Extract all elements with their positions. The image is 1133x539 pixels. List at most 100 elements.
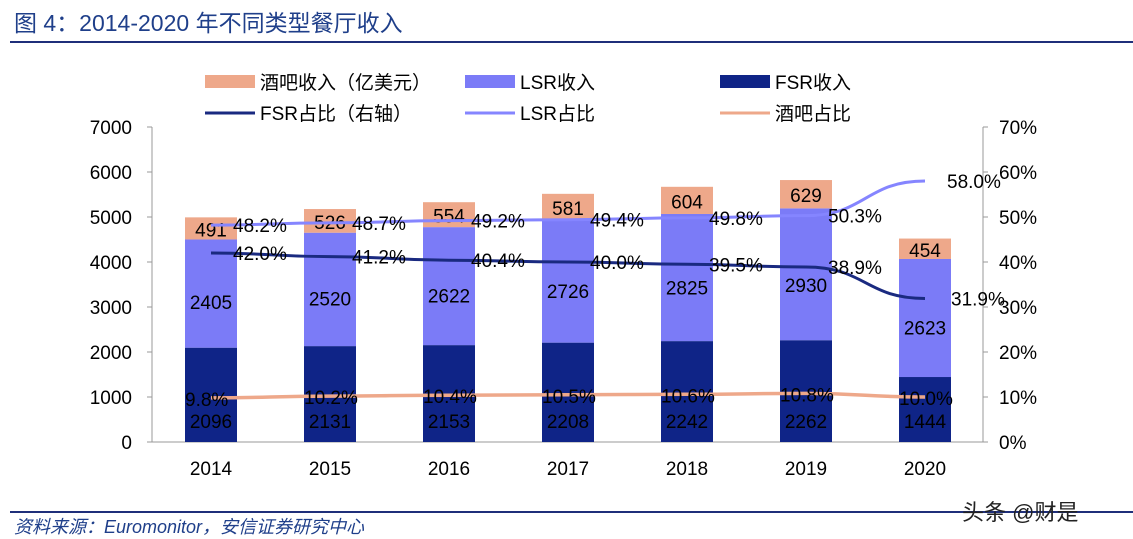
line-label: 9.8% bbox=[185, 390, 228, 411]
bar-label: 2520 bbox=[309, 289, 351, 310]
bar-label: 2930 bbox=[785, 276, 827, 297]
bar-lsr bbox=[661, 213, 713, 342]
bar-fsr bbox=[661, 341, 713, 442]
bar-label: 2405 bbox=[190, 293, 232, 314]
legend-label: FSR收入 bbox=[775, 72, 851, 94]
bar-pub bbox=[304, 209, 356, 233]
line-label: 50.3% bbox=[828, 207, 882, 228]
y2-tick-label: 70% bbox=[999, 118, 1037, 139]
bar-pub bbox=[542, 193, 594, 220]
bar-pub bbox=[185, 217, 237, 240]
bar-fsr bbox=[304, 346, 356, 442]
bar-label: 581 bbox=[552, 199, 584, 220]
x-tick-label: 2018 bbox=[666, 459, 708, 480]
y2-tick-label: 40% bbox=[999, 253, 1037, 274]
bar-label: 491 bbox=[195, 220, 227, 241]
line-label: 48.2% bbox=[233, 216, 287, 237]
x-tick-label: 2019 bbox=[785, 459, 827, 480]
y-tick-label: 6000 bbox=[90, 163, 132, 184]
line-label: 10.2% bbox=[304, 388, 358, 409]
line-label: 40.4% bbox=[471, 251, 525, 272]
bar-pub bbox=[780, 180, 832, 209]
bar-fsr bbox=[780, 340, 832, 442]
page-title: 图 4：2014-2020 年不同类型餐厅收入 bbox=[14, 10, 403, 36]
bar-pub bbox=[899, 238, 951, 259]
x-tick-label: 2017 bbox=[547, 459, 589, 480]
bar-label: 2153 bbox=[428, 412, 470, 433]
legend-swatch bbox=[465, 75, 515, 88]
line-label: 10.6% bbox=[661, 386, 715, 407]
line-label: 39.5% bbox=[709, 255, 763, 276]
y2-tick-label: 60% bbox=[999, 163, 1037, 184]
y2-tick-label: 50% bbox=[999, 208, 1037, 229]
line-lsr bbox=[210, 179, 926, 227]
x-tick-label: 2020 bbox=[904, 459, 946, 480]
line-label: 49.8% bbox=[709, 209, 763, 230]
legend-label: LSR占比 bbox=[520, 103, 595, 125]
source-note: 资料来源：Euromonitor，安信证券研究中心 bbox=[14, 517, 365, 537]
line-label: 41.2% bbox=[352, 248, 406, 269]
bar-lsr bbox=[899, 258, 951, 378]
bar-label: 1444 bbox=[904, 412, 947, 433]
bar-label: 2262 bbox=[785, 412, 827, 433]
line-label: 38.9% bbox=[828, 258, 882, 279]
bar-label: 629 bbox=[790, 186, 822, 207]
y-tick-label: 1000 bbox=[90, 388, 132, 409]
bar-label: 554 bbox=[433, 207, 465, 228]
line-label: 10.5% bbox=[542, 387, 596, 408]
line-label: 10.4% bbox=[423, 387, 477, 408]
line-pub bbox=[210, 391, 926, 400]
bar-label: 2208 bbox=[547, 412, 589, 433]
bar-label: 604 bbox=[671, 192, 703, 213]
bar-lsr bbox=[185, 239, 237, 348]
y-tick-label: 3000 bbox=[90, 298, 132, 319]
y2-tick-label: 0% bbox=[999, 433, 1027, 454]
bar-label: 2623 bbox=[904, 318, 946, 339]
y-tick-label: 4000 bbox=[90, 253, 132, 274]
y-tick-label: 5000 bbox=[90, 208, 132, 229]
legend: 酒吧收入（亿美元） LSR收入 FSR收入 FSR占比（右轴） LSR占比 酒吧占比 bbox=[205, 72, 851, 125]
bar-fsr bbox=[899, 377, 951, 442]
watermark: 头条 @财是 bbox=[962, 500, 1078, 525]
x-tick-label: 2014 bbox=[190, 459, 233, 480]
bar-fsr bbox=[185, 347, 237, 442]
bar-lsr bbox=[780, 208, 832, 341]
y-tick-label: 2000 bbox=[90, 343, 132, 364]
line-label: 48.7% bbox=[352, 214, 406, 235]
legend-label: LSR收入 bbox=[520, 72, 595, 94]
line-label: 42.0% bbox=[233, 244, 287, 265]
legend-label: 酒吧收入（亿美元） bbox=[260, 72, 431, 94]
bar-label: 2726 bbox=[547, 282, 589, 303]
bar-label: 2622 bbox=[428, 287, 470, 308]
bar-lsr bbox=[542, 219, 594, 343]
bar-label: 2096 bbox=[190, 412, 232, 433]
y2-tick-label: 10% bbox=[999, 388, 1037, 409]
legend-label: 酒吧占比 bbox=[775, 103, 851, 125]
line-label: 31.9% bbox=[951, 289, 1005, 310]
legend-swatch bbox=[720, 75, 770, 88]
y-tick-label: 0 bbox=[121, 433, 132, 454]
x-tick-label: 2015 bbox=[309, 459, 351, 480]
line-label: 10.8% bbox=[780, 385, 834, 406]
bar-label: 2131 bbox=[309, 412, 351, 433]
y-tick-label: 7000 bbox=[90, 118, 132, 139]
x-tick-label: 2016 bbox=[428, 459, 470, 480]
line-label: 49.4% bbox=[590, 211, 644, 232]
bar-label: 454 bbox=[909, 241, 941, 262]
bar-lsr bbox=[304, 232, 356, 347]
bar-pub bbox=[661, 186, 713, 214]
bar-pub bbox=[423, 202, 475, 228]
bar-label: 2242 bbox=[666, 412, 708, 433]
line-label: 58.0% bbox=[947, 172, 1001, 193]
line-label: 10.0% bbox=[899, 389, 953, 410]
y2-tick-label: 30% bbox=[999, 298, 1037, 319]
line-label: 49.2% bbox=[471, 212, 525, 233]
plot-area: 0 1000 2000 3000 4000 5000 6000 7000 0% 10% 20% 30%… bbox=[90, 118, 1037, 480]
bar-label: 2825 bbox=[666, 279, 708, 300]
bar-lsr bbox=[423, 227, 475, 346]
line-fsr bbox=[210, 251, 926, 300]
legend-swatch bbox=[205, 75, 255, 88]
bar-fsr bbox=[542, 342, 594, 442]
y2-tick-label: 20% bbox=[999, 343, 1037, 364]
